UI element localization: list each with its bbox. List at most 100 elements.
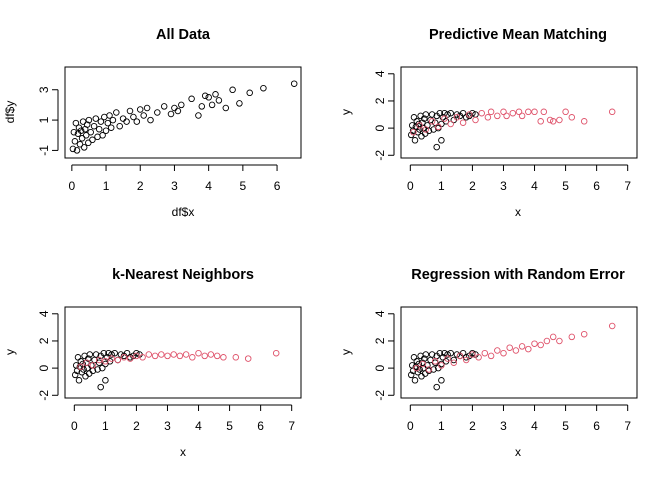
y-tick-label: 2 bbox=[373, 97, 387, 104]
y-axis-label: y bbox=[3, 349, 17, 355]
observed-point bbox=[99, 132, 106, 139]
observed-point bbox=[438, 377, 445, 384]
observed-point bbox=[101, 113, 108, 121]
observed-point bbox=[84, 364, 91, 372]
x-axis: 0 1 2 3 4 5 6 7 bbox=[407, 404, 631, 433]
observed-point bbox=[453, 351, 461, 358]
y-axis-label: y bbox=[339, 109, 353, 115]
observed-point bbox=[140, 112, 147, 119]
observed-point bbox=[113, 109, 120, 116]
observed-point bbox=[105, 349, 112, 357]
observed-point bbox=[123, 118, 130, 125]
observed-point bbox=[408, 122, 416, 129]
observed-point bbox=[95, 359, 103, 366]
imputed-point bbox=[428, 118, 436, 125]
imputed-point bbox=[145, 351, 153, 358]
x-tick-label: 2 bbox=[469, 419, 476, 433]
observed-point bbox=[188, 95, 195, 103]
imputed-point bbox=[568, 333, 576, 341]
observed-point bbox=[72, 119, 80, 127]
observed-point bbox=[154, 109, 161, 116]
y-tick-label: 0 bbox=[373, 124, 387, 131]
points-layer bbox=[407, 108, 616, 151]
observed-point bbox=[407, 371, 415, 379]
observed-point bbox=[222, 104, 230, 112]
imputed-point bbox=[543, 337, 551, 345]
x-tick-label: 0 bbox=[407, 419, 414, 433]
observed-point bbox=[246, 89, 253, 97]
observed-point bbox=[97, 118, 105, 125]
imputed-point bbox=[459, 119, 467, 126]
imputed-point bbox=[518, 112, 526, 120]
x-tick-label: 6 bbox=[593, 419, 600, 433]
y-tick-label: -2 bbox=[373, 150, 387, 161]
imputed-point bbox=[515, 108, 523, 116]
imputed-point bbox=[431, 358, 439, 365]
y-tick-label: 4 bbox=[373, 70, 387, 77]
observed-point bbox=[453, 111, 461, 118]
imputed-point bbox=[170, 351, 177, 358]
observed-point bbox=[116, 122, 123, 130]
observed-point bbox=[416, 126, 423, 133]
observed-point bbox=[428, 111, 436, 118]
observed-point bbox=[208, 101, 216, 109]
imputed-point bbox=[500, 108, 507, 116]
observed-point bbox=[77, 127, 85, 134]
y-axis: -1 1 3 bbox=[37, 86, 59, 156]
x-tick-label: 3 bbox=[164, 419, 171, 433]
observed-point bbox=[174, 107, 182, 115]
observed-point bbox=[126, 107, 134, 115]
imputed-point bbox=[435, 123, 442, 131]
observed-point bbox=[85, 139, 92, 147]
observed-point bbox=[436, 109, 444, 117]
y-tick-label: 3 bbox=[37, 86, 51, 93]
imputed-point bbox=[531, 108, 538, 116]
observed-point bbox=[94, 366, 101, 373]
observed-point bbox=[133, 118, 141, 125]
observed-point bbox=[92, 351, 100, 358]
imputed-point bbox=[537, 341, 544, 349]
panel-predictive-mean-matching: Predictive Mean Matching x y 0 1 2 3 4 5 6 7 -2… bbox=[339, 27, 638, 219]
imputed-point bbox=[472, 116, 479, 124]
imputed-point bbox=[556, 116, 563, 124]
imputed-point bbox=[531, 340, 538, 347]
imputed-point bbox=[546, 116, 554, 124]
points-layer bbox=[71, 349, 280, 391]
imputed-point bbox=[580, 118, 588, 125]
observed-point bbox=[441, 349, 448, 357]
x-tick-label: 0 bbox=[68, 179, 75, 193]
panel-all-data: All Data df$x df$y 0 1 2 3 4 5 6 -1 1 3 bbox=[3, 27, 302, 219]
imputed-point bbox=[580, 330, 588, 338]
imputed-point bbox=[540, 108, 548, 116]
imputed-point bbox=[158, 351, 165, 358]
y-axis-label: y bbox=[339, 349, 353, 355]
x-axis: 0 1 2 3 4 5 6 7 bbox=[71, 404, 295, 433]
observed-point bbox=[70, 128, 78, 136]
x-axis-label: x bbox=[515, 445, 521, 459]
panel-regression-random-error: Regression with Random Error x y 0 1 2 3 4 5 6… bbox=[339, 267, 638, 459]
y-tick-label: 0 bbox=[373, 364, 387, 371]
observed-point bbox=[136, 106, 144, 113]
observed-point bbox=[215, 97, 223, 104]
imputed-point bbox=[456, 352, 464, 360]
x-axis-label: x bbox=[180, 445, 186, 459]
imputed-point bbox=[512, 347, 520, 354]
observed-point bbox=[428, 351, 436, 358]
observed-point bbox=[416, 366, 423, 373]
panel-k-nearest-neighbors: k-Nearest Neighbors x y 0 1 2 3 4 5 6 7 -2 0 2 4 bbox=[3, 267, 302, 459]
imputed-point bbox=[176, 352, 184, 360]
observed-point bbox=[290, 80, 298, 87]
observed-point bbox=[106, 112, 113, 119]
y-tick-label: 4 bbox=[37, 310, 51, 317]
x-tick-label: 3 bbox=[500, 179, 507, 193]
x-tick-label: 1 bbox=[102, 419, 109, 433]
imputed-point bbox=[506, 344, 513, 351]
y-tick-label: -2 bbox=[373, 390, 387, 401]
observed-point bbox=[119, 115, 127, 122]
observed-point bbox=[97, 383, 104, 391]
observed-point bbox=[82, 132, 90, 139]
y-tick-label: -2 bbox=[37, 390, 51, 401]
x-tick-label: 4 bbox=[531, 419, 538, 433]
imputed-point bbox=[272, 349, 280, 357]
imputed-point bbox=[549, 333, 557, 341]
